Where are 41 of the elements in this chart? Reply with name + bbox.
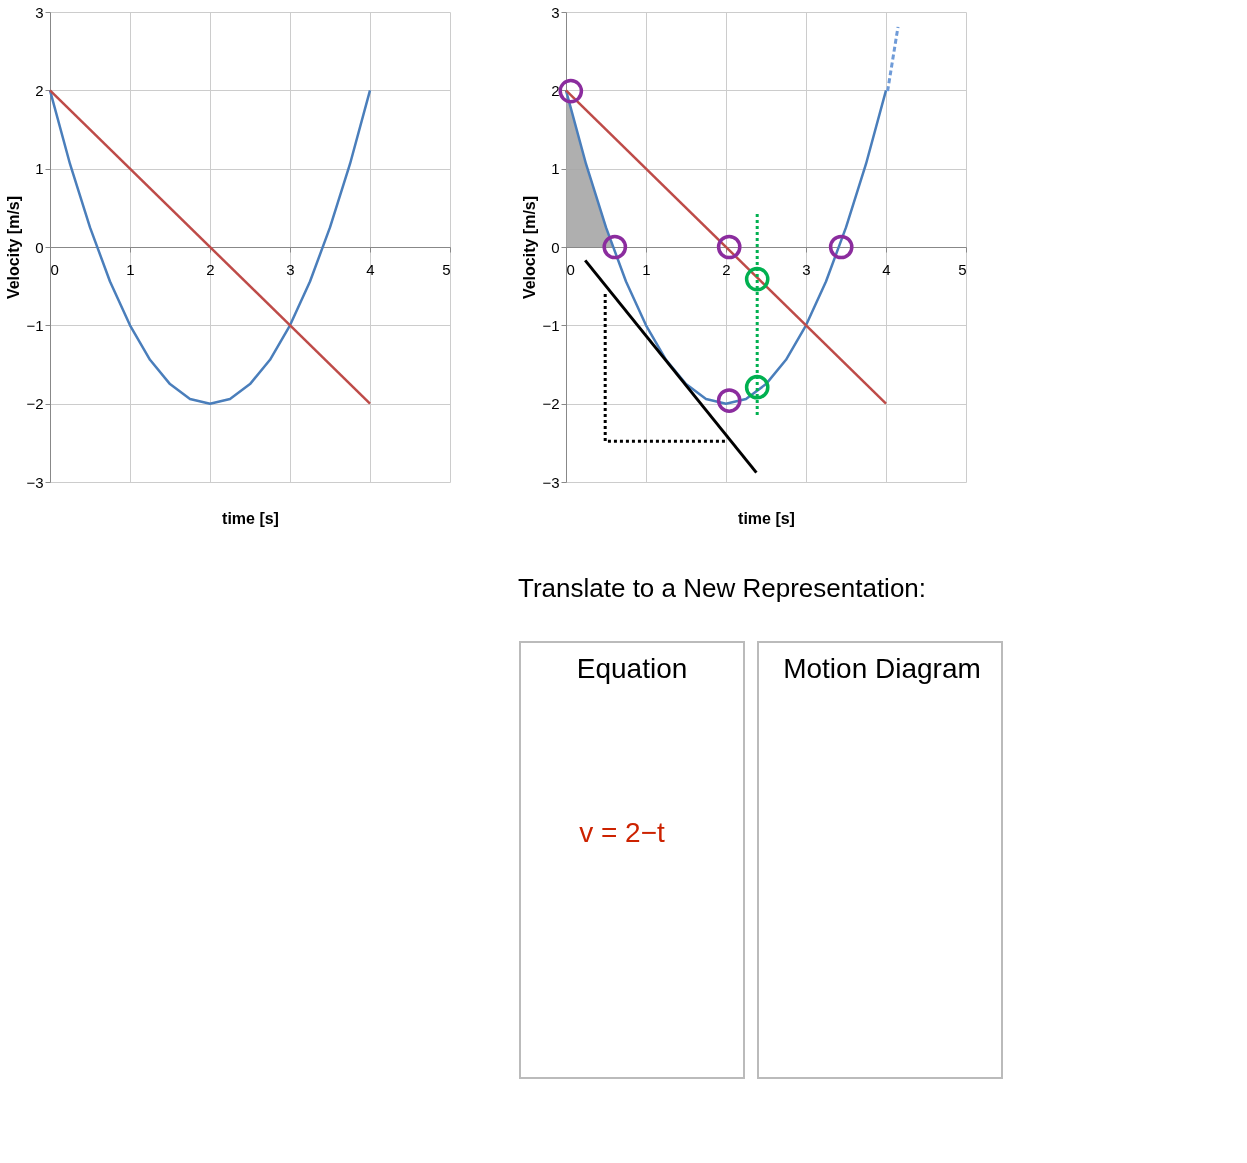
x-tick-label: 1	[642, 260, 651, 278]
y-axis-title: Velocity [m/s]	[521, 195, 539, 300]
x-tick-label: 2	[722, 260, 731, 278]
y-tick-label: 0	[551, 238, 560, 256]
x-tick-label: 3	[286, 260, 295, 278]
x-axis-title: time [s]	[738, 509, 795, 527]
y-tick-label: 1	[551, 160, 560, 178]
y-tick-label: −1	[542, 316, 560, 334]
y-axis-title: Velocity [m/s]	[5, 195, 23, 300]
x-tick-label: 4	[366, 260, 375, 278]
x-axis-title: time [s]	[222, 509, 279, 527]
x-tick-label: 0	[566, 260, 575, 278]
text: v = 2−t	[579, 817, 666, 848]
x-tick-label: 2	[206, 260, 215, 278]
point	[744, 374, 770, 400]
x-tick-label: 0	[50, 260, 59, 278]
point	[744, 266, 770, 292]
y-tick-label: 0	[35, 238, 44, 256]
x-tick-label: 5	[958, 260, 967, 278]
text: Motion Diagram	[783, 653, 981, 684]
x-tick-label: 3	[802, 260, 811, 278]
y-tick-label: 2	[551, 81, 560, 99]
x-tick-label: 4	[882, 260, 891, 278]
y-tick-label: 1	[35, 160, 44, 178]
point	[558, 78, 584, 104]
point	[716, 234, 742, 260]
x-tick-label: 5	[442, 260, 451, 278]
x-tick-label: 1	[126, 260, 135, 278]
y-tick-label: 2	[35, 81, 44, 99]
y-tick-label: 3	[551, 3, 560, 21]
point	[716, 388, 742, 413]
y-tick-label: −1	[26, 316, 44, 334]
y-tick-label: −3	[26, 473, 44, 491]
y-tick-label: −2	[542, 395, 560, 413]
text: Translate to a New Representation:	[518, 573, 927, 603]
y-tick-label: 3	[35, 3, 44, 21]
text: Equation	[576, 653, 688, 684]
point	[602, 234, 628, 260]
y-tick-label: −2	[26, 395, 44, 413]
point	[828, 234, 854, 260]
y-tick-label: −3	[542, 473, 560, 491]
